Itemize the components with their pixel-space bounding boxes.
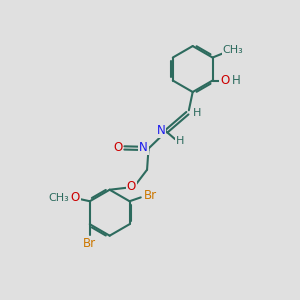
Text: O: O xyxy=(220,74,230,87)
Text: N: N xyxy=(157,124,165,137)
Text: Br: Br xyxy=(83,237,96,250)
Text: N: N xyxy=(139,141,148,154)
Text: H: H xyxy=(232,74,241,87)
Text: O: O xyxy=(70,191,80,204)
Text: Br: Br xyxy=(144,189,157,203)
Text: H: H xyxy=(193,108,201,118)
Text: CH₃: CH₃ xyxy=(48,193,69,203)
Text: CH₃: CH₃ xyxy=(223,45,244,55)
Text: H: H xyxy=(176,136,184,146)
Text: O: O xyxy=(127,180,136,193)
Text: O: O xyxy=(113,141,122,154)
